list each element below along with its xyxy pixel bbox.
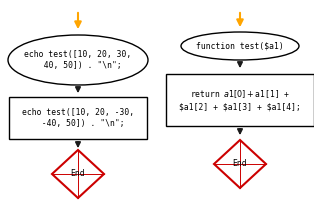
- Polygon shape: [52, 150, 104, 198]
- Ellipse shape: [8, 35, 148, 85]
- Text: echo test([10, 20, -30,
  -40, 50]) . "\n";: echo test([10, 20, -30, -40, 50]) . "\n"…: [22, 108, 134, 128]
- Text: End: End: [233, 160, 247, 168]
- Text: echo test([10, 20, 30,
  40, 50]) . "\n";: echo test([10, 20, 30, 40, 50]) . "\n";: [24, 50, 132, 70]
- Ellipse shape: [181, 32, 299, 60]
- Text: End: End: [71, 170, 85, 178]
- Text: function test($a1): function test($a1): [196, 42, 284, 51]
- Bar: [9, 97, 147, 139]
- Text: return $a1[0] + $a1[1] +
$a1[2] + $a1[3] + $a1[4];: return $a1[0] + $a1[1] + $a1[2] + $a1[3]…: [179, 89, 301, 111]
- Bar: [166, 74, 314, 126]
- Polygon shape: [214, 140, 266, 188]
